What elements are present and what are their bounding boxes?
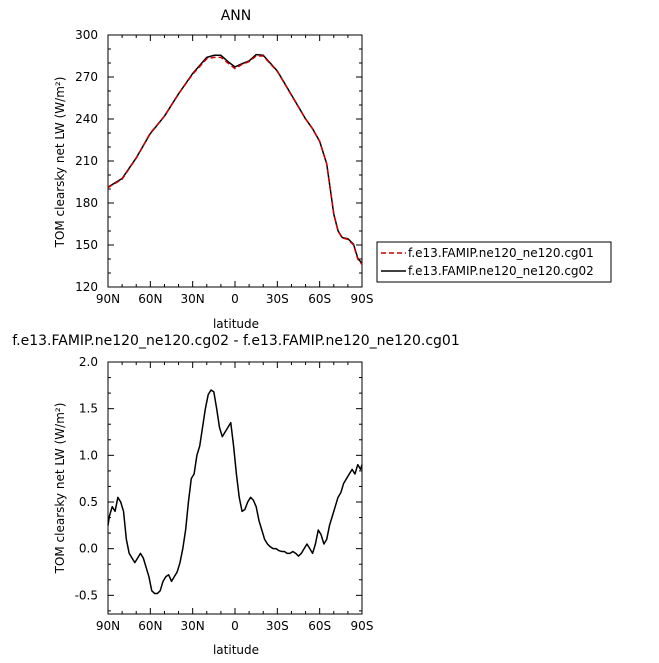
bottom-series-line-0: [107, 389, 363, 595]
bottom-ytick-label: -0.5: [75, 588, 98, 602]
bottom-xtick-label: 30S: [266, 619, 289, 633]
top-ytick-label: 180: [75, 196, 98, 210]
top-series-line-0: [107, 55, 363, 266]
legend-label-cg02: f.e13.FAMIP.ne120_ne120.cg02: [408, 264, 594, 278]
top-ytick-label: 300: [75, 28, 98, 42]
bottom-chart-xlabel: latitude: [213, 643, 259, 657]
bottom-xtick-label: 60N: [138, 619, 162, 633]
bottom-plot-frame: [107, 361, 363, 615]
top-ytick-label: 120: [75, 280, 98, 294]
top-chart-legend: f.e13.FAMIP.ne120_ne120.cg01 f.e13.FAMIP…: [376, 241, 612, 283]
bottom-chart-title: f.e13.FAMIP.ne120_ne120.cg02 - f.e13.FAM…: [12, 333, 460, 349]
top-chart-title: ANN: [221, 8, 252, 24]
top-xtick-label: 60N: [138, 292, 162, 306]
bottom-chart-ylabel: TOM clearsky net LW (W/m²): [53, 403, 67, 575]
top-xtick-label: 30S: [266, 292, 289, 306]
bottom-xtick-label: 90S: [351, 619, 374, 633]
bottom-chart: f.e13.FAMIP.ne120_ne120.cg02 - f.e13.FAM…: [12, 333, 460, 657]
top-xtick-label: 60S: [308, 292, 331, 306]
top-plot-frame: [107, 34, 363, 288]
bottom-xtick-label: 30N: [181, 619, 205, 633]
top-chart-xlabel: latitude: [213, 317, 259, 331]
bottom-xtick-label: 60S: [308, 619, 331, 633]
bottom-xtick-label: 90N: [96, 619, 120, 633]
top-chart: ANN 90N 60N 30N 0 30S 60S 90S 120 150 180 210 240 27…: [53, 8, 612, 331]
top-xtick-label: 0: [231, 292, 239, 306]
bottom-xtick-label: 0: [231, 619, 239, 633]
bottom-ytick-label: 1.0: [79, 448, 98, 462]
bottom-chart-plot-area: 90N 60N 30N 0 30S 60S 90S -0.5 0.0 0.5 1.0 1.5 2.0: [75, 355, 374, 633]
top-chart-ylabel: TOM clearsky net LW (W/m²): [53, 77, 67, 249]
top-xtick-label: 90N: [96, 292, 120, 306]
bottom-ytick-label: 1.5: [79, 402, 98, 416]
top-ytick-label: 240: [75, 112, 98, 126]
top-ytick-label: 150: [75, 238, 98, 252]
bottom-ytick-label: 2.0: [79, 355, 98, 369]
top-xtick-label: 90S: [351, 292, 374, 306]
bottom-ytick-label: 0.5: [79, 495, 98, 509]
legend-box: [376, 241, 612, 283]
top-ytick-label: 210: [75, 154, 98, 168]
legend-label-cg01: f.e13.FAMIP.ne120_ne120.cg01: [408, 246, 594, 260]
bottom-ytick-label: 0.0: [79, 542, 98, 556]
top-chart-plot-area: 90N 60N 30N 0 30S 60S 90S 120 150 180 210 240 270 300: [75, 28, 373, 306]
top-ytick-label: 270: [75, 70, 98, 84]
top-series-line-1: [107, 53, 363, 264]
top-xtick-label: 30N: [181, 292, 205, 306]
